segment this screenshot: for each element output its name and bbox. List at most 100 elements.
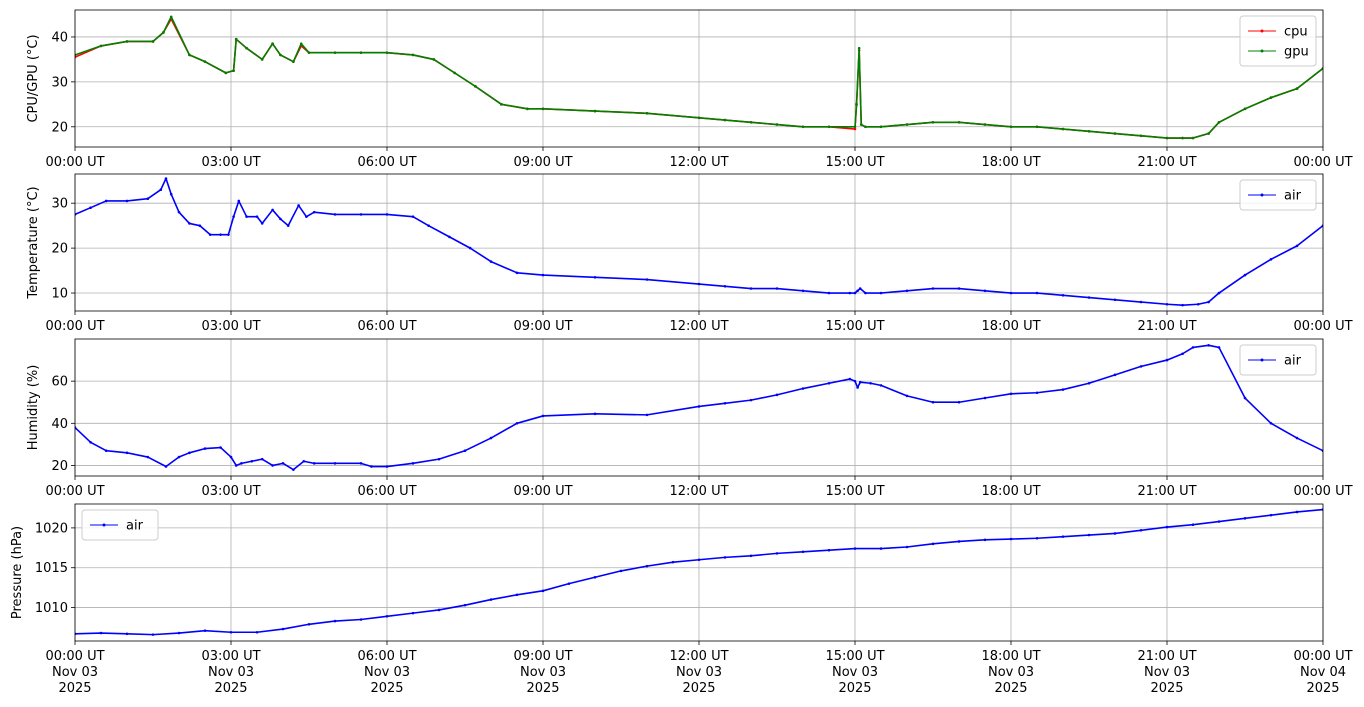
data-point [307,51,311,54]
data-point [104,199,108,203]
data-point [827,291,831,295]
data-point [260,457,264,461]
x-tick-label: 00:00 UT [1293,155,1352,170]
x-tick-label: 18:00 UT [981,319,1040,334]
data-point [1113,532,1117,535]
x-tick-label: 15:00 UT [825,319,884,334]
data-point [856,386,859,389]
y-tick-label: 30 [51,197,68,212]
data-point [169,192,173,196]
data-point [1295,87,1299,90]
x-tick-label-line: 03:00 UT [201,484,260,499]
data-point [1269,258,1273,261]
data-point [255,630,259,634]
data-point [1196,302,1200,306]
data-point [281,627,285,631]
data-point [281,462,285,465]
data-point [333,462,337,465]
y-tick-label: 20 [51,242,68,257]
y-tick-label: 30 [51,75,68,90]
data-point [234,37,238,41]
data-point [229,455,233,459]
data-point [775,123,779,126]
x-tick-label-line: 18:00 UT [981,319,1040,334]
data-point [89,206,92,209]
x-tick-label: 18:00 UT [981,155,1040,170]
data-point [848,377,852,381]
data-point [385,51,389,54]
x-tick-label-line: 18:00 UT [981,649,1040,664]
data-point [411,215,415,218]
x-tick-label-line: Nov 03 [52,665,98,680]
data-point [801,387,805,390]
data-point [1035,391,1039,395]
data-point [749,121,753,124]
data-point [1113,298,1117,302]
data-point [245,215,248,218]
data-point [541,589,545,593]
data-point [957,400,961,404]
data-point [853,379,857,383]
data-point [232,69,235,72]
data-point [1139,528,1143,532]
x-tick-label: 15:00 UT [825,484,884,499]
data-point [931,542,935,546]
data-point [853,547,857,550]
y-tick-label: 1015 [35,561,68,576]
x-tick-label: 00:00 UT Nov 04 2025 [1293,649,1352,696]
x-tick-label-line: 12:00 UT [669,484,728,499]
data-point [593,412,597,416]
data-point [299,42,303,45]
x-tick-label: 00:00 UT Nov 03 2025 [45,649,104,696]
data-point [1269,513,1273,517]
data-point [1243,517,1247,520]
x-tick-label-line: Nov 03 [988,665,1034,680]
data-point [151,40,155,43]
data-point [858,380,862,384]
chart-panel-2: 00:00 UT 03:00 UT 06:00 UT 09:00 UT 12:00 UT… [26,338,1353,499]
data-point [541,107,545,111]
data-point [286,224,290,227]
data-point [333,213,337,216]
data-point [99,44,103,48]
x-tick-label-line: 2025 [838,681,871,696]
x-tick-label: 06:00 UT [357,484,416,499]
data-point [515,271,519,275]
data-point [164,177,168,180]
data-point [723,285,727,288]
x-tick-label: 00:00 UT [45,319,104,334]
data-point [749,287,753,290]
data-point [188,53,191,57]
y-axis-label: CPU/GPU (°C) [26,34,41,122]
data-point [1181,352,1184,356]
data-point [297,204,300,207]
data-point [463,449,467,453]
x-tick-label-line: 00:00 UT [1293,319,1352,334]
data-point [474,85,477,88]
data-point [203,629,207,632]
data-point [1009,537,1013,541]
y-tick-label: 10 [51,287,68,302]
data-point [1191,346,1195,349]
data-point [250,459,254,463]
data-point [260,58,264,61]
data-point [489,436,493,440]
data-point [1087,381,1091,385]
series-air [75,508,1323,636]
series-line-air [75,177,1323,306]
data-point [453,71,456,75]
x-tick-label: 03:00 UT [201,484,260,499]
x-tick-label: 06:00 UT [357,319,416,334]
x-tick-label-line: 21:00 UT [1137,484,1196,499]
data-point [333,619,337,623]
data-point [858,287,862,290]
data-point [983,123,987,126]
legend-marker-cpu [1260,29,1264,33]
data-point [1035,536,1039,540]
x-tick-label: 09:00 UT [513,155,572,170]
data-point [198,224,202,227]
x-tick-label-line: 15:00 UT [825,484,884,499]
x-tick-label-line: 2025 [214,681,247,696]
data-point [957,121,961,124]
data-point [177,455,181,459]
